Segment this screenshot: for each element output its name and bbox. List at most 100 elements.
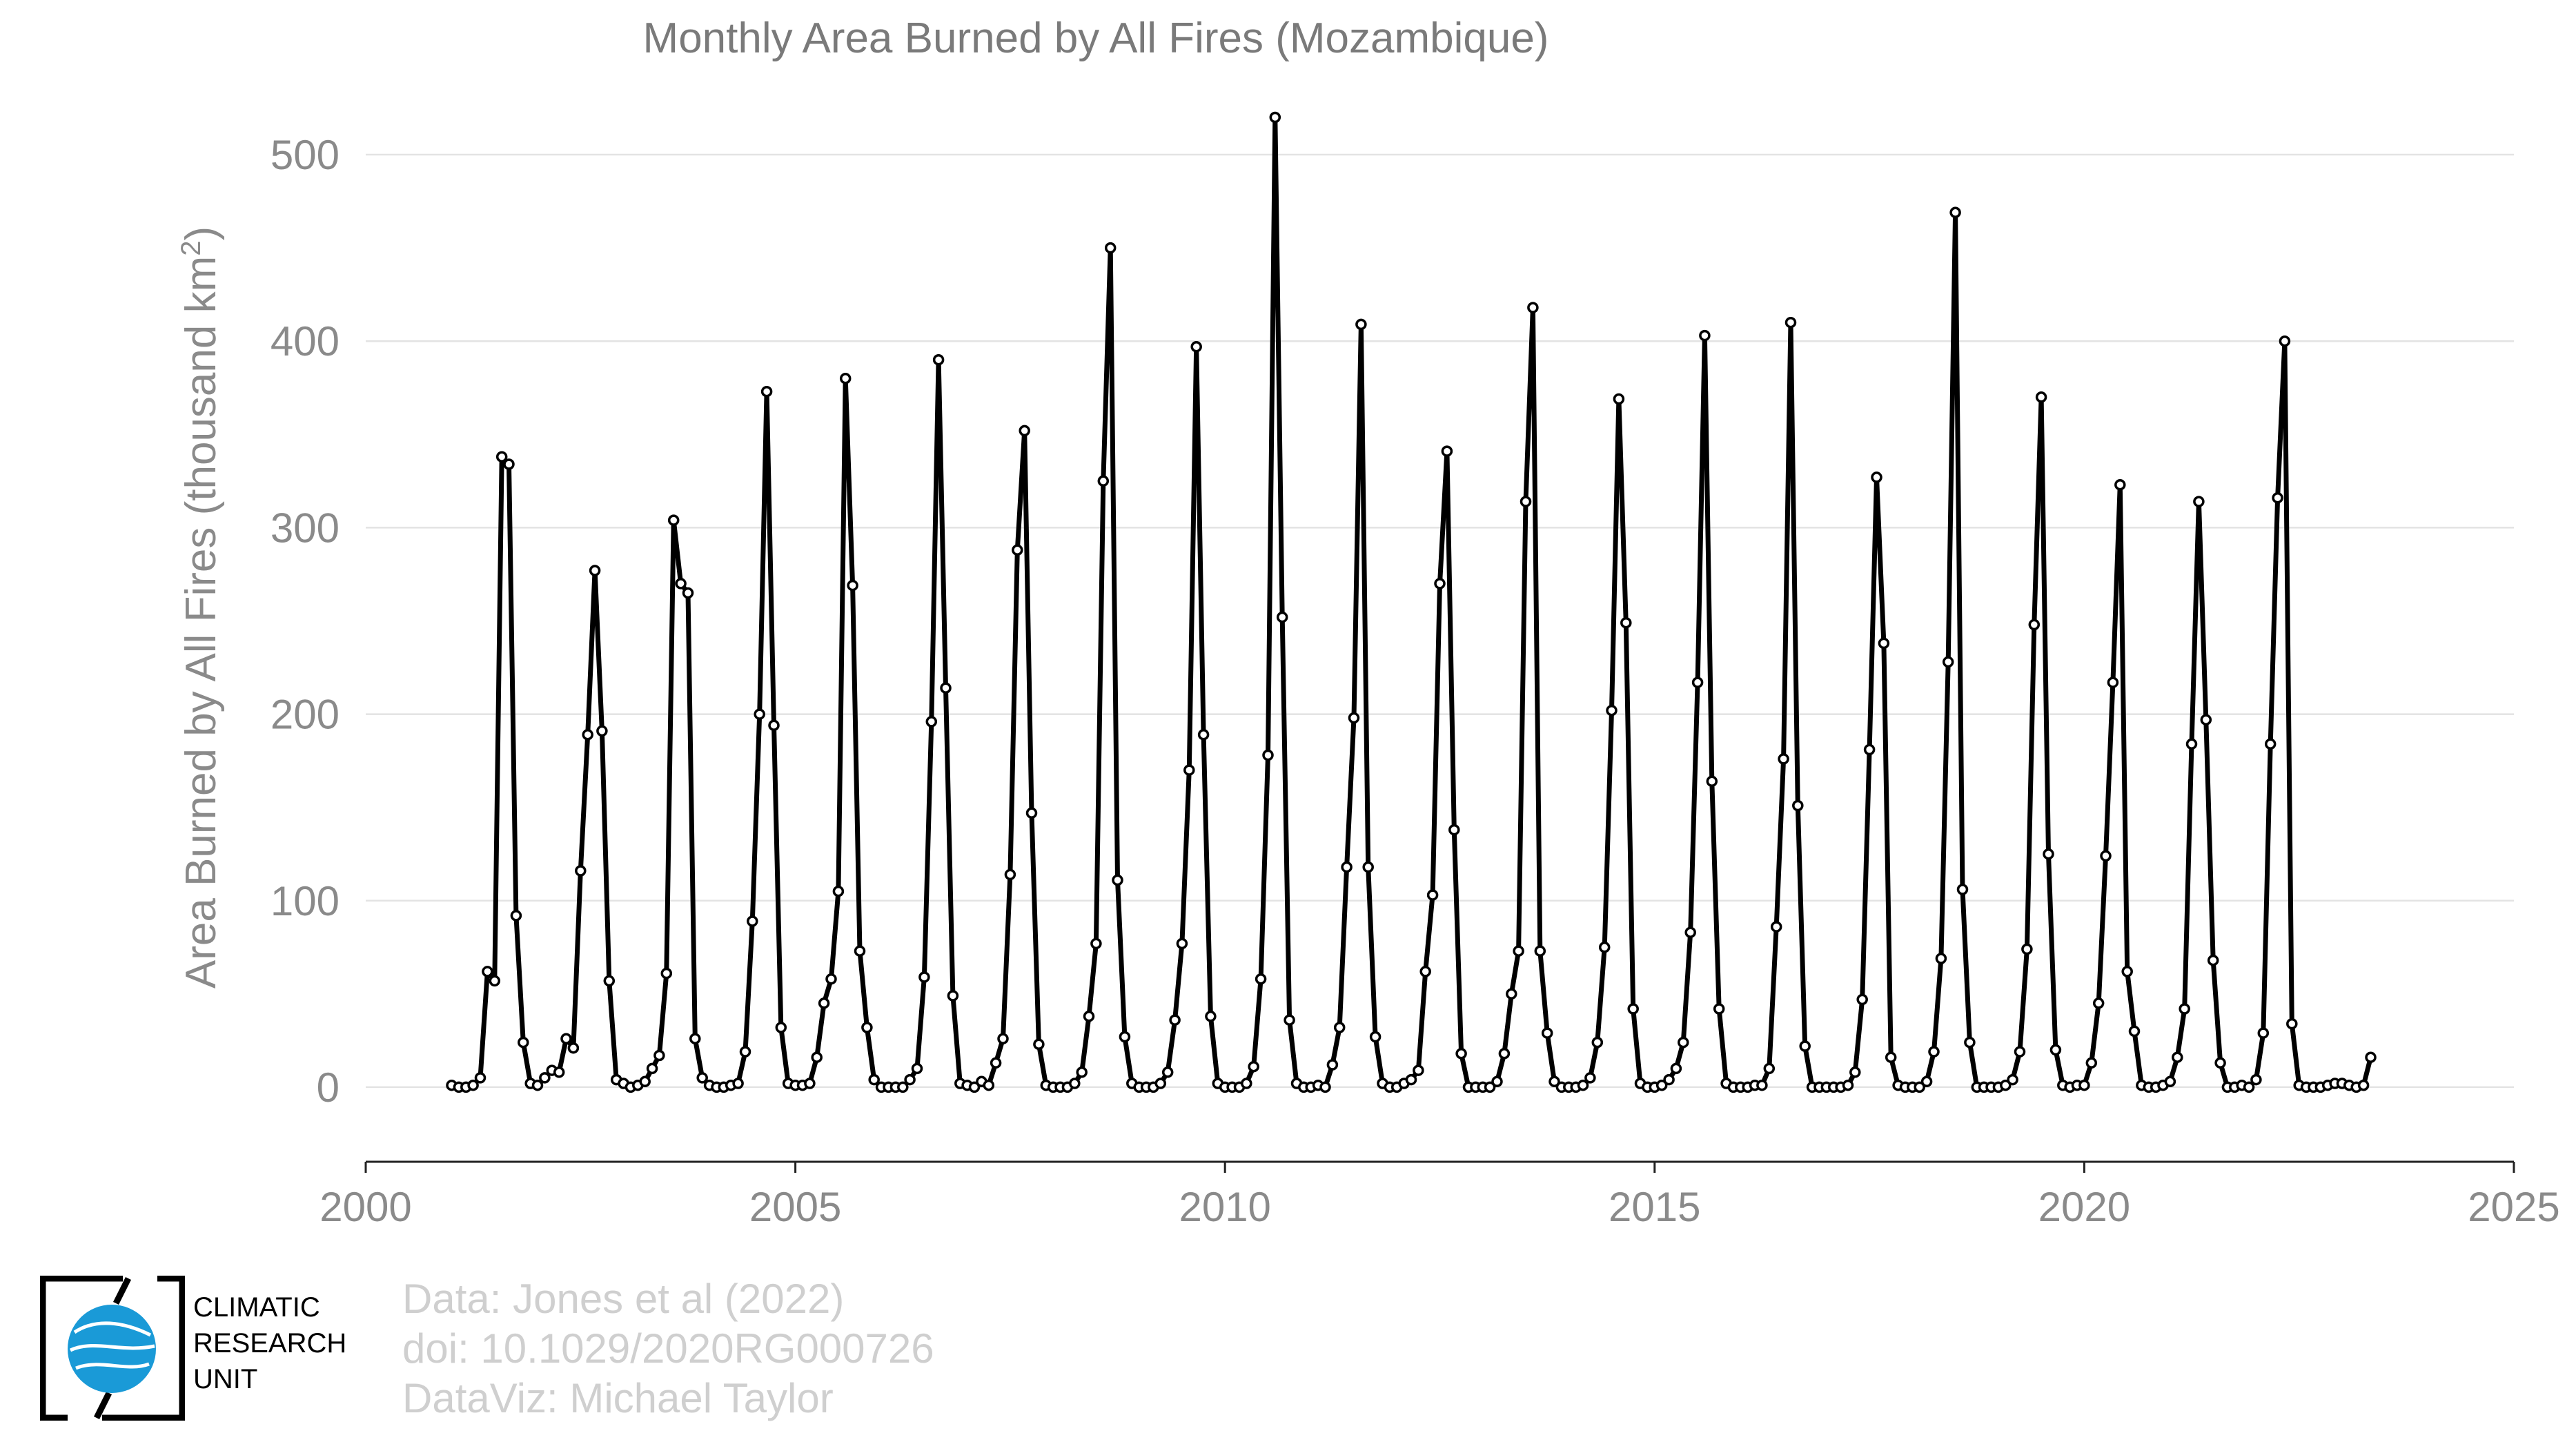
data-point	[760, 385, 773, 398]
data-point	[904, 1073, 916, 1086]
data-point	[518, 1036, 529, 1049]
data-point	[1241, 1078, 1252, 1089]
logo-text-line-1: CLIMATIC	[193, 1292, 320, 1323]
data-point	[1333, 1022, 1346, 1033]
data-point	[2007, 1073, 2018, 1086]
data-point	[1778, 753, 1789, 765]
logo-frame-slash-bottom	[93, 1391, 112, 1420]
data-point	[1197, 729, 1210, 741]
data-point	[1885, 1051, 1897, 1063]
data-point	[1498, 1048, 1511, 1060]
data-point	[1756, 1079, 1768, 1091]
data-point	[1506, 988, 1517, 1000]
data-point	[2100, 850, 2112, 862]
data-point	[603, 975, 616, 987]
data-point	[1598, 942, 1611, 953]
data-point	[2272, 491, 2283, 504]
logo-frame-left	[40, 1276, 123, 1421]
data-point	[2114, 479, 2126, 491]
data-point	[2049, 1044, 2062, 1056]
data-point	[2243, 1081, 2255, 1093]
data-point	[1419, 966, 1431, 977]
data-point	[1684, 926, 1696, 938]
data-point	[1613, 393, 1625, 405]
data-point	[968, 1081, 981, 1093]
globe-swirl-2	[69, 1344, 155, 1352]
data-point	[1255, 973, 1267, 985]
x-tick-label: 2025	[2468, 1184, 2559, 1230]
logo-frame-right	[102, 1276, 185, 1421]
data-point	[1119, 1031, 1131, 1043]
data-point	[2179, 1003, 2190, 1015]
data-point	[1792, 799, 1804, 812]
data-point	[2172, 1051, 2183, 1063]
data-point	[2021, 943, 2033, 955]
data-point	[1012, 544, 1023, 556]
data-point	[1025, 807, 1038, 819]
data-point	[596, 725, 608, 737]
data-point	[1205, 1011, 1217, 1022]
data-point	[560, 1033, 572, 1044]
data-point	[567, 1042, 580, 1054]
data-point	[1914, 1081, 1925, 1093]
data-point	[1577, 1079, 1589, 1091]
data-point	[1784, 316, 1797, 329]
data-point	[990, 1057, 1002, 1069]
data-point	[1441, 445, 1453, 457]
data-point	[539, 1072, 551, 1084]
data-point	[653, 1049, 665, 1062]
data-point	[1434, 578, 1446, 590]
data-point	[1863, 743, 1876, 756]
cru-logo	[40, 1276, 185, 1421]
data-point	[1413, 1064, 1424, 1076]
data-point	[2107, 676, 2119, 688]
data-point	[1663, 1073, 1675, 1086]
data-point	[2128, 1025, 2141, 1038]
data-point	[1956, 884, 1969, 895]
data-point	[1319, 1081, 1331, 1093]
data-point	[1076, 1067, 1088, 1078]
data-point	[2035, 391, 2047, 403]
data-point	[1183, 764, 1195, 776]
y-axis-label: Area Burned by All Fires (thousand km2)	[176, 226, 225, 989]
data-point	[1935, 953, 1947, 964]
data-point	[2264, 738, 2277, 750]
data-point	[1484, 1081, 1496, 1093]
y-tick-labels: 0 100 200 300 400 500	[271, 132, 340, 1111]
data-point	[739, 1046, 751, 1058]
data-point	[1534, 945, 1546, 957]
credit-dataviz: DataViz: Michael Taylor	[402, 1375, 834, 1421]
data-point	[1770, 921, 1782, 933]
data-point	[696, 1072, 708, 1084]
data-point	[983, 1079, 995, 1091]
data-point	[932, 353, 945, 366]
x-tick-label: 2005	[749, 1184, 841, 1230]
data-point	[1964, 1036, 1976, 1049]
globe-swirl-3	[75, 1362, 150, 1370]
data-point	[2365, 1051, 2377, 1063]
data-point	[768, 719, 780, 732]
y-tick-label: 200	[271, 692, 340, 738]
series-line	[451, 115, 2373, 1090]
data-point	[2028, 619, 2041, 631]
data-point	[1699, 329, 1711, 342]
data-point	[804, 1078, 816, 1089]
data-point	[2014, 1046, 2026, 1058]
data-point	[1856, 993, 1868, 1006]
x-tick-label: 2000	[319, 1184, 411, 1230]
data-point	[1369, 1031, 1382, 1043]
data-point	[832, 885, 845, 897]
data-point	[811, 1051, 823, 1063]
data-point	[2085, 1057, 2098, 1069]
data-point	[2043, 848, 2054, 860]
data-point	[1341, 861, 1353, 873]
data-point	[639, 1075, 651, 1088]
data-point	[1670, 1062, 1682, 1075]
data-point	[503, 458, 515, 470]
data-point	[1448, 824, 1460, 836]
data-point	[1513, 945, 1524, 957]
cru-logo-text: CLIMATIC RESEARCH UNIT	[193, 1289, 346, 1397]
data-point	[1348, 712, 1360, 724]
globe-swirl-1	[73, 1321, 152, 1337]
data-point	[2250, 1073, 2262, 1086]
